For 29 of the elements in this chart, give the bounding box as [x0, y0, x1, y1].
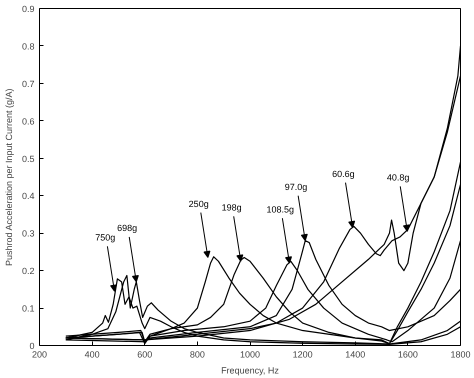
x-tick-label: 1600 [398, 350, 418, 360]
y-tick-label: 0.8 [22, 41, 35, 52]
annotation: 60.6g [332, 168, 355, 179]
x-tick-label: 200 [32, 350, 48, 360]
annotation: 97.0g [284, 182, 308, 192]
y-axis-title: Pushrod Acceleration per Input Current (g/A) [4, 88, 14, 266]
x-tick-label: 1000 [240, 350, 260, 360]
y-tick-label: 0.3 [22, 228, 35, 239]
x-axis-title: Frequency, Hz [221, 366, 280, 376]
y-tick-label: 0.1 [22, 304, 35, 314]
x-tick-label: 800 [190, 350, 205, 360]
annotation: 108.5g [266, 204, 294, 214]
y-tick-label: 0.5 [22, 154, 35, 164]
annotation: 698g [117, 223, 138, 234]
annotation: 250g [188, 198, 209, 209]
y-tick-label: 0.9 [22, 4, 35, 14]
annotation: 40.8g [386, 172, 410, 183]
y-tick-label: 0.6 [22, 116, 35, 126]
x-tick-label: 1800 [450, 350, 471, 360]
x-tick-label: 1200 [292, 350, 313, 360]
y-tick-label: 0.2 [22, 266, 35, 276]
annotation: 750g [95, 232, 116, 243]
y-tick-label: 0.7 [22, 78, 35, 89]
annotation: 198g [222, 202, 242, 213]
x-tick-label: 400 [84, 350, 100, 360]
y-tick-label: 0 [29, 341, 35, 351]
x-tick-label: 1400 [345, 350, 366, 360]
y-tick-label: 0.4 [22, 191, 35, 202]
x-tick-label: 600 [137, 350, 152, 360]
